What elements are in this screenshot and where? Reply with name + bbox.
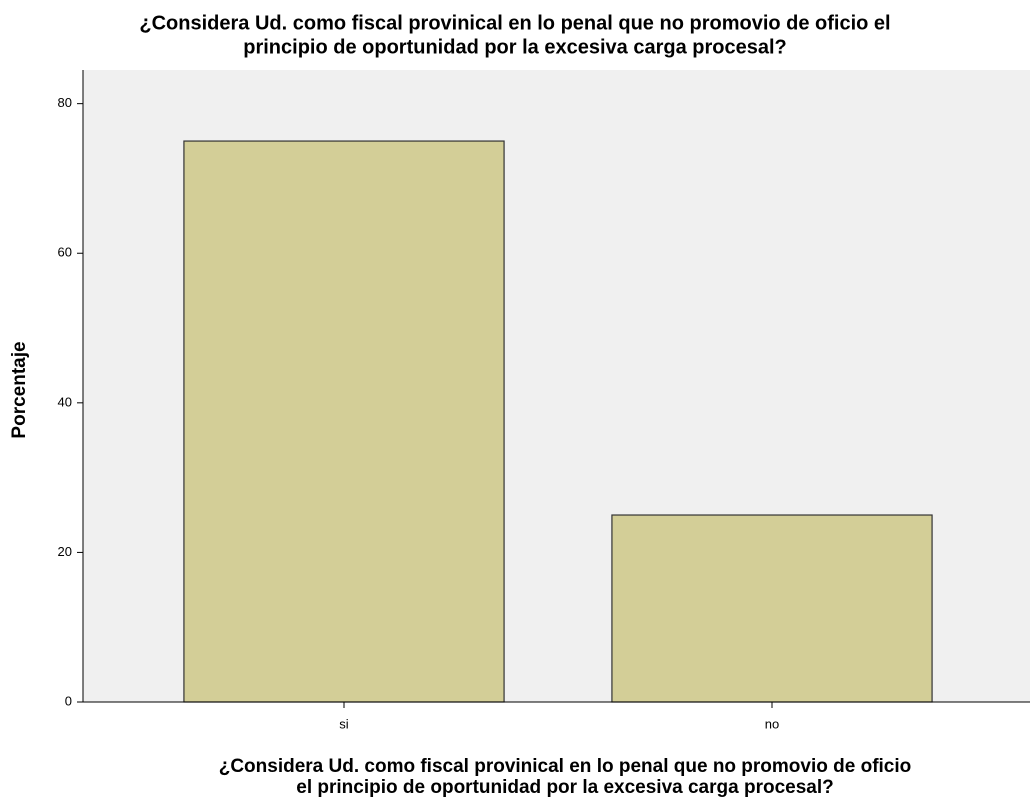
bar [611, 514, 933, 703]
y-tick-label: 60 [58, 245, 72, 260]
y-tick-label: 80 [58, 95, 72, 110]
y-axis-label: Porcentaje [9, 341, 30, 438]
y-tick-label: 20 [58, 544, 72, 559]
x-axis-label: el principio de oportunidad por la exces… [296, 777, 833, 798]
x-axis-label: ¿Considera Ud. como fiscal provinical en… [219, 756, 912, 777]
bar [183, 140, 505, 703]
chart-title: principio de oportunidad por la excesiva… [243, 36, 787, 58]
y-tick-label: 40 [58, 394, 72, 409]
y-tick-label: 0 [65, 693, 72, 708]
x-tick-label: no [765, 716, 779, 731]
x-tick-label: si [339, 716, 349, 731]
chart-title: ¿Considera Ud. como fiscal provinical en… [139, 12, 890, 34]
